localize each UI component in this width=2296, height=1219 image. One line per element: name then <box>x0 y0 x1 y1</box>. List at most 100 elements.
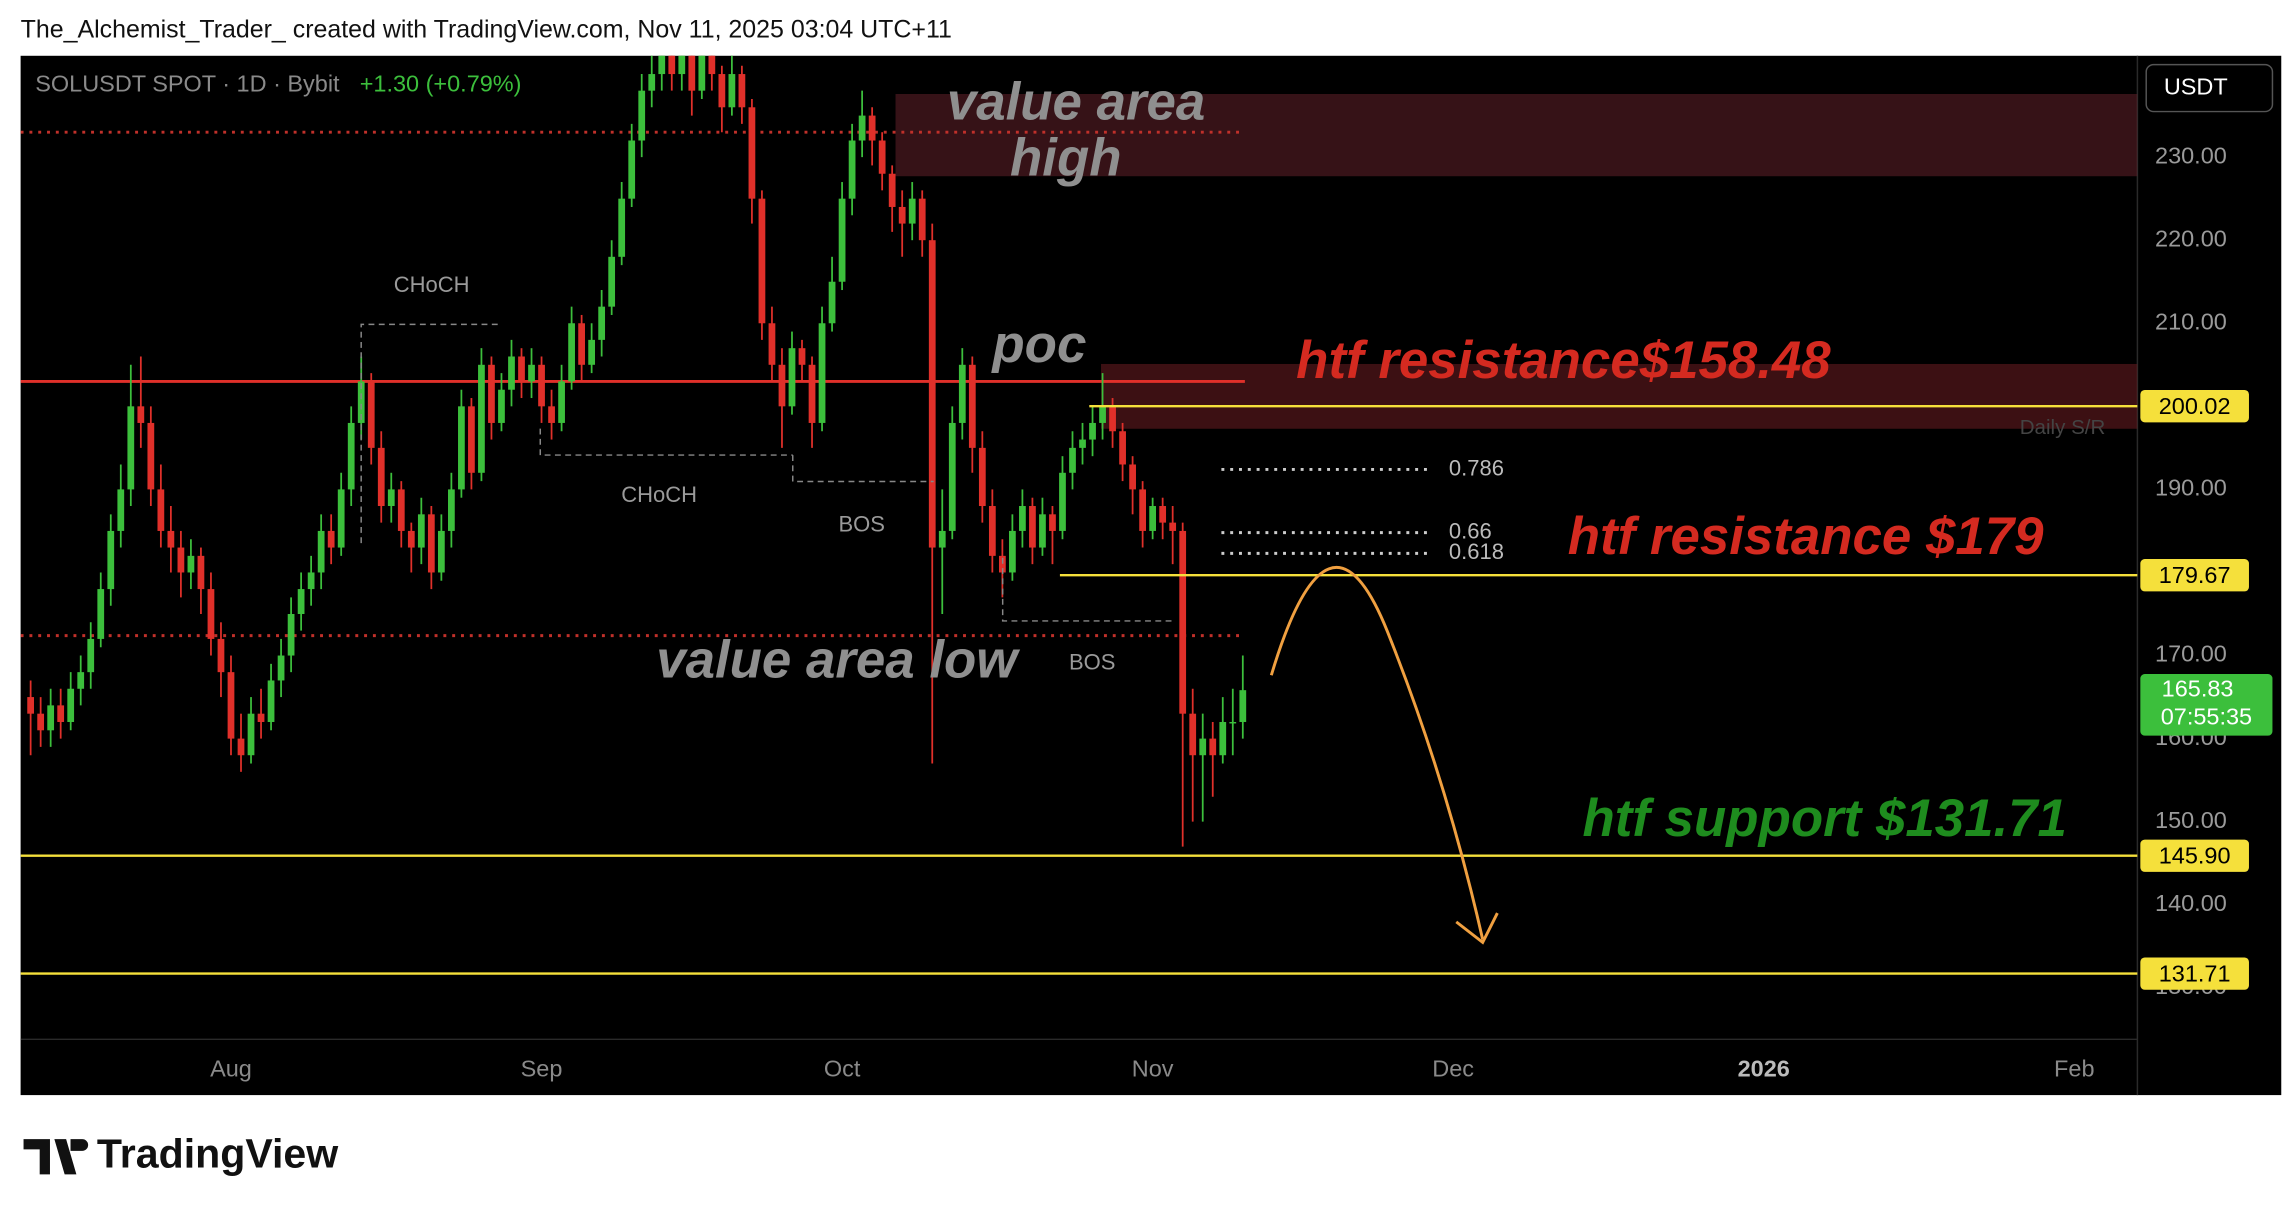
candle-body <box>728 74 736 108</box>
candle-body <box>307 572 315 590</box>
y-tick-label: 140.00 <box>2155 890 2227 916</box>
x-tick-label: Dec <box>1432 1055 1474 1081</box>
annotation: htf support $131.71 <box>1583 789 2067 848</box>
bos-label: BOS <box>839 511 885 536</box>
candle-body <box>1219 721 1227 756</box>
candle-body <box>598 306 606 340</box>
candle-body <box>197 555 205 590</box>
candle-body <box>1079 439 1086 448</box>
candle-body <box>317 530 325 573</box>
candle-body <box>1169 522 1177 531</box>
candle-body <box>588 339 596 365</box>
candle-body <box>37 713 45 731</box>
candle-body <box>1029 506 1036 548</box>
candle-body <box>608 256 616 307</box>
candle-body <box>1049 514 1056 531</box>
candle-body <box>1159 506 1167 523</box>
candle-body <box>678 55 686 75</box>
level-price-label: 200.02 <box>2159 393 2231 419</box>
candle-body <box>448 489 455 531</box>
candle-body <box>998 555 1006 573</box>
candle-body <box>558 381 565 423</box>
level-price-label: 145.90 <box>2159 842 2231 868</box>
fib-label: 0.66 <box>1449 518 1492 543</box>
candle-body <box>778 364 786 407</box>
bos-line <box>792 455 934 483</box>
candle-body <box>1189 713 1197 756</box>
level-price-label: 131.71 <box>2159 960 2231 986</box>
level-price-box <box>2140 559 2249 592</box>
fib-label: 0.786 <box>1449 455 1504 480</box>
candle-body <box>97 589 105 639</box>
candle-body <box>938 530 946 548</box>
y-tick-label: 230.00 <box>2155 142 2227 168</box>
annotation: Daily S/R <box>2020 416 2106 439</box>
candle-body <box>1239 690 1247 722</box>
candle-body <box>1089 422 1096 440</box>
candle-body <box>708 55 716 75</box>
current-price: 165.83 <box>2162 675 2234 701</box>
candle-body <box>788 348 796 407</box>
x-tick-label: Aug <box>210 1055 252 1081</box>
candle-body <box>858 115 866 141</box>
candle-body <box>257 713 265 722</box>
y-tick-label: 210.00 <box>2155 308 2227 334</box>
candle-body <box>1019 506 1026 531</box>
candle-body <box>1059 472 1066 531</box>
candle-body <box>668 55 676 75</box>
candle-body <box>237 738 245 756</box>
candle-body <box>297 589 305 615</box>
candle-body <box>57 705 65 722</box>
countdown: 07:55:35 <box>2161 703 2252 729</box>
candle-body <box>207 589 215 639</box>
candle-body <box>1199 738 1207 756</box>
x-tick-label: Sep <box>521 1055 563 1081</box>
candle-body <box>1069 447 1076 473</box>
candle-body <box>828 281 836 324</box>
candle-body <box>407 530 415 548</box>
candle-body <box>738 74 746 108</box>
candle-body <box>908 198 916 224</box>
candle-body <box>137 406 145 423</box>
arrow-curve <box>1269 566 1485 940</box>
plot-area: 0.786 0.660.618 <box>20 55 2138 975</box>
candle-body <box>528 364 535 382</box>
candle-body <box>1009 530 1016 573</box>
candle-body <box>127 406 135 490</box>
candle-body <box>518 356 525 382</box>
candle-body <box>508 356 515 390</box>
currency-button[interactable] <box>2145 63 2274 113</box>
candle-body <box>67 688 75 722</box>
candle-body <box>648 74 656 91</box>
y-tick-label: 190.00 <box>2155 475 2227 501</box>
candle-body <box>698 55 706 91</box>
zone <box>895 93 2138 177</box>
candle-body <box>658 55 666 75</box>
level-price-box <box>2140 839 2249 872</box>
candle-body <box>287 614 295 656</box>
candle-body <box>47 705 55 731</box>
candle-body <box>1229 721 1237 724</box>
level-price-box <box>2140 390 2249 423</box>
candle-body <box>27 697 35 714</box>
candle-body <box>928 240 936 548</box>
candle-body <box>357 381 365 423</box>
brand-logo: TradingView <box>23 1131 339 1177</box>
candle-body <box>147 422 155 490</box>
candle-body <box>748 107 756 199</box>
candle-body <box>377 447 385 507</box>
annotation: poc <box>990 315 1086 374</box>
candle-body <box>758 198 766 324</box>
candle-body <box>157 489 165 531</box>
candle-body <box>808 364 816 423</box>
candle-body <box>688 55 696 91</box>
annotation: htf resistance $179 <box>1568 507 2044 566</box>
y-tick-label: 170.00 <box>2155 641 2227 667</box>
candle-body <box>618 198 626 257</box>
brand: TradingView <box>97 1131 339 1177</box>
candle-body <box>568 323 575 382</box>
candle-body <box>1039 514 1046 548</box>
choch-line <box>360 323 500 544</box>
candle-body <box>918 198 926 241</box>
choch-label: CHoCH <box>394 272 470 297</box>
